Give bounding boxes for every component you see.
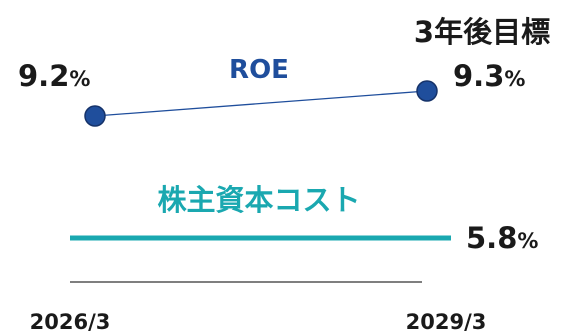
roe-line	[94, 90, 428, 117]
x-tick-label-start: 2026/3	[30, 310, 111, 334]
x-tick-label-end: 2029/3	[406, 310, 487, 334]
roe-point-2026-3	[84, 105, 106, 127]
roe-point-2029-3	[416, 80, 438, 102]
roe-value-start: 9.2%	[18, 59, 90, 93]
roe-series-label: ROE	[229, 55, 289, 85]
target-annotation: 3年後目標	[414, 15, 550, 49]
roe-value-end: 9.3%	[453, 59, 525, 93]
cost-of-equity-value-end: 5.8%	[466, 221, 538, 255]
cost-of-equity-series-label: 株主資本コスト	[157, 183, 360, 217]
